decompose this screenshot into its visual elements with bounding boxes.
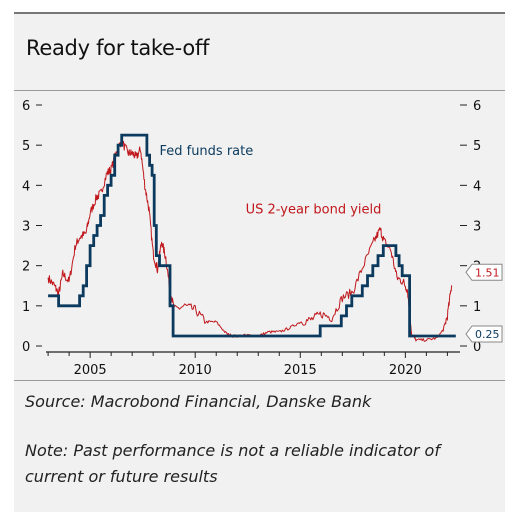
axes: 001122334455662005201020152020 <box>22 99 481 378</box>
fed-funds-line <box>48 133 456 338</box>
x-tick-label: 2020 <box>389 363 422 378</box>
note-text: Note: Past performance is not a reliable… <box>25 441 440 486</box>
yield-line <box>47 136 453 342</box>
annotation-yield: US 2-year bond yield <box>246 202 382 217</box>
y-tick-label-left: 1 <box>22 300 30 315</box>
x-tick-label: 2005 <box>74 363 107 378</box>
title-divider <box>14 90 505 91</box>
y-tick-label-right: 0 <box>473 340 481 355</box>
y-tick-label-left: 3 <box>22 220 30 235</box>
x-tick-label: 2010 <box>179 363 212 378</box>
y-tick-label-right: 4 <box>473 179 481 194</box>
y-tick-label-left: 2 <box>22 260 30 275</box>
y-tick-label-right: 3 <box>473 220 481 235</box>
y-tick-label-left: 6 <box>22 99 30 114</box>
chart-svg: 001122334455662005201020152020 Fed funds… <box>22 99 503 378</box>
annotation-fed-funds: Fed funds rate <box>159 144 253 159</box>
y-tick-label-left: 0 <box>22 340 30 355</box>
y-tick-label-right: 1 <box>473 300 481 315</box>
annotations: Fed funds rate US 2-year bond yield <box>159 144 381 217</box>
source-divider <box>14 380 505 381</box>
chart-card: Ready for take-off 001122334455662005201… <box>14 12 505 512</box>
y-tick-label-right: 6 <box>473 99 481 114</box>
y-tick-label-left: 4 <box>22 179 30 194</box>
source-text: Source: Macrobond Financial, Danske Bank <box>25 392 372 411</box>
end-label-text: 1.51 <box>475 266 500 279</box>
chart-title: Ready for take-off <box>26 36 210 60</box>
end-label-box <box>465 263 503 281</box>
end-label-box <box>465 325 503 343</box>
end-label-text: 0.25 <box>475 328 500 341</box>
x-tick-label: 2015 <box>284 363 317 378</box>
y-tick-label-right: 5 <box>473 139 481 154</box>
series-group <box>47 133 456 342</box>
y-tick-label-left: 5 <box>22 139 30 154</box>
end-labels: 1.51 0.25 <box>465 263 503 343</box>
